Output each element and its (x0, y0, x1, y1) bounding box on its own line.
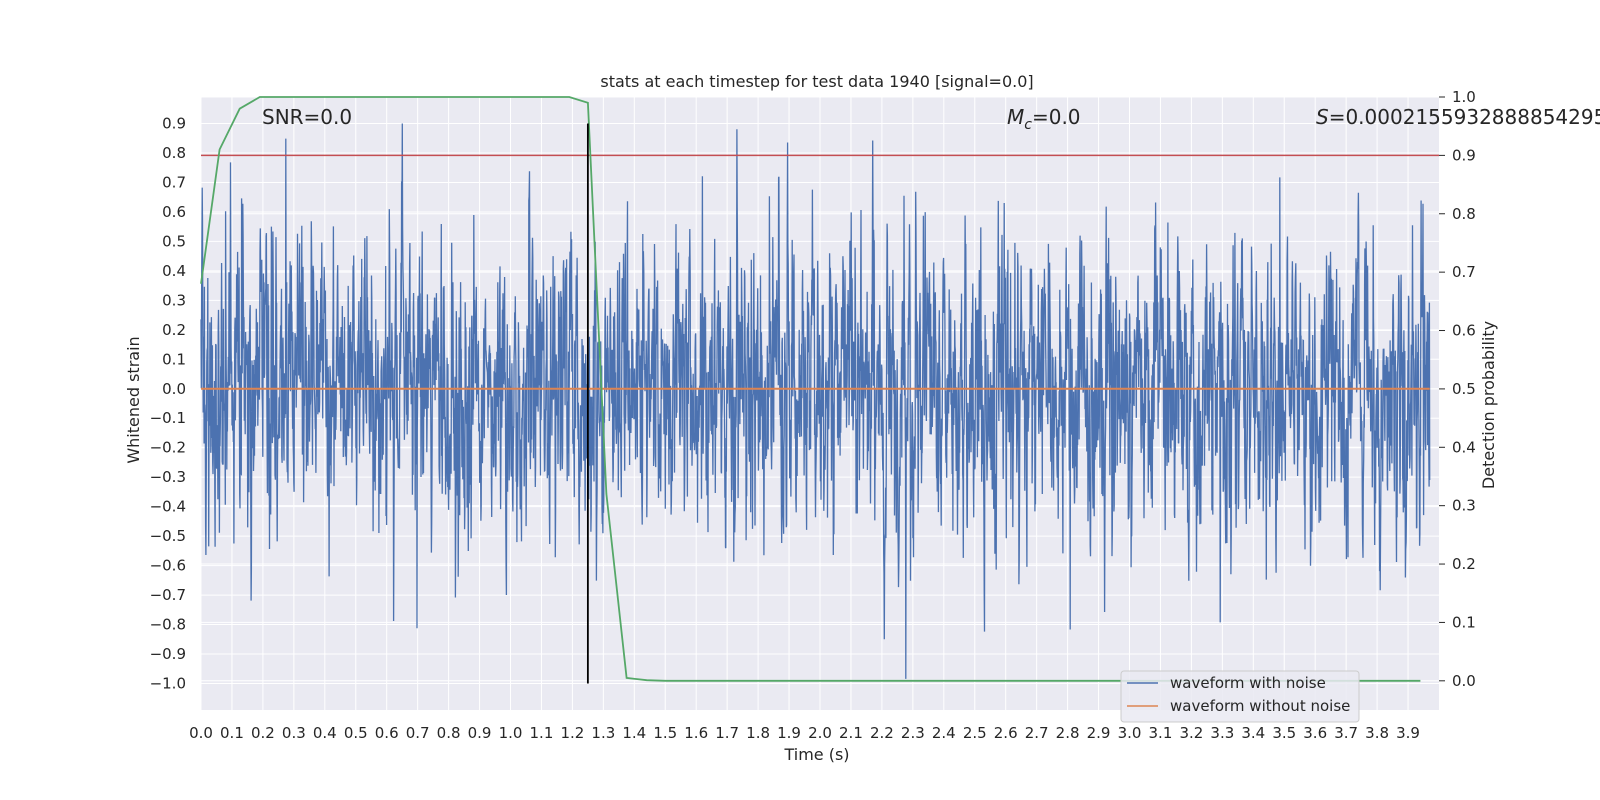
detection-probability-line (200, 96, 1421, 682)
y-tick-label: −0.2 (150, 439, 186, 457)
x-tick-label: 0.6 (375, 724, 399, 742)
y-tick-label: −1.0 (150, 674, 186, 692)
x-tick-label: 1.3 (591, 724, 615, 742)
y-tick-label: 0.5 (162, 232, 186, 250)
y-right-tick-label: 0.8 (1452, 205, 1476, 223)
x-tick-label: 1.7 (715, 724, 739, 742)
y-right-tick-label: 0.3 (1452, 497, 1476, 515)
x-tick-label: 0.1 (220, 724, 244, 742)
s-symbol: S (1316, 105, 1329, 129)
snr-statistic-annotation: S=0.0002155932888854295 (1316, 105, 1600, 129)
series-layer (200, 96, 1439, 684)
y-right-tick-label: 0.4 (1452, 438, 1476, 456)
y-tick-label: 0.6 (162, 203, 186, 221)
x-tick-label: 0.7 (406, 724, 430, 742)
chirp-mass-value: =0.0 (1032, 105, 1081, 129)
y-tick-label: 0.2 (162, 321, 186, 339)
y-tick-label: 0.1 (162, 350, 186, 368)
x-tick-label: 1.9 (777, 724, 801, 742)
x-tick-label: 0.5 (344, 724, 368, 742)
x-tick-label: 1.8 (746, 724, 770, 742)
x-tick-label: 2.5 (963, 724, 987, 742)
y-tick-label: 0.9 (162, 115, 186, 133)
x-tick-label: 3.8 (1365, 724, 1389, 742)
y-right-tick-label: 0.6 (1452, 322, 1476, 340)
x-tick-label: 1.4 (622, 724, 646, 742)
y-tick-label: −0.4 (150, 498, 186, 516)
x-tick-label: 0.9 (468, 724, 492, 742)
legend-box (1120, 670, 1360, 723)
x-tick-label: 3.2 (1179, 724, 1203, 742)
y-right-tick-label: 0.1 (1452, 613, 1476, 631)
chirp-mass-annotation: Mc=0.0 (1007, 105, 1081, 133)
x-tick-label: 3.9 (1396, 724, 1420, 742)
y-tick-label: −0.7 (150, 586, 186, 604)
x-tick-label: 2.1 (839, 724, 863, 742)
x-tick-label: 1.0 (499, 724, 523, 742)
s-value: =0.0002155932888854295 (1329, 105, 1600, 129)
series-waveform-with-noise (200, 123, 1431, 679)
x-tick-label: 2.4 (932, 724, 956, 742)
y-right-tick-label: 0.9 (1452, 146, 1476, 164)
y-axis-right-label: Detection probability (1479, 321, 1498, 489)
chirp-mass-symbol: M (1007, 105, 1024, 129)
legend: waveform with noise waveform without noi… (1120, 670, 1360, 723)
chart-title: stats at each timestep for test data 194… (600, 72, 1033, 91)
x-tick-label: 0.4 (313, 724, 337, 742)
y-tick-label: 0.8 (162, 144, 186, 162)
y-right-tick-label: 0.0 (1452, 672, 1476, 690)
x-tick-label: 2.9 (1087, 724, 1111, 742)
y-axis-label: Whitened strain (124, 336, 143, 463)
x-tick-label: 3.7 (1334, 724, 1358, 742)
y-tick-label: −0.8 (150, 616, 186, 634)
x-tick-label: 2.3 (901, 724, 925, 742)
legend-label-noise: waveform with noise (1170, 674, 1326, 692)
y-tick-label: −0.3 (150, 468, 186, 486)
y-right-tick-label: 0.2 (1452, 555, 1476, 573)
x-tick-label: 0.8 (437, 724, 461, 742)
y-tick-label: −0.5 (150, 527, 186, 545)
y-tick-label: 0.3 (162, 291, 186, 309)
y-right-tick-label: 0.5 (1452, 380, 1476, 398)
y-tick-label: −0.1 (150, 409, 186, 427)
x-tick-label: 2.6 (994, 724, 1018, 742)
x-axis-label: Time (s) (783, 745, 849, 764)
y-right-tick-label: 1.0 (1452, 88, 1476, 106)
ticks: 0.0 0.1 0.2 0.3 0.4 0.5 0.6 0.7 0.8 0.9 1.0 1.1 1.2 1… (150, 88, 1476, 742)
y-tick-label: 0.4 (162, 262, 186, 280)
grid (200, 96, 1439, 710)
y-right-tick-label: 0.7 (1452, 263, 1476, 281)
x-tick-label: 0.2 (251, 724, 275, 742)
waveform-with-noise-line (200, 123, 1431, 679)
x-tick-label: 0.3 (282, 724, 306, 742)
chirp-mass-subscript: c (1024, 117, 1032, 133)
x-tick-label: 1.1 (530, 724, 554, 742)
x-tick-label: 2.2 (870, 724, 894, 742)
x-tick-label: 1.6 (684, 724, 708, 742)
x-tick-label: 3.4 (1241, 724, 1265, 742)
x-tick-label: 3.3 (1210, 724, 1234, 742)
x-tick-label: 3.0 (1118, 724, 1142, 742)
x-tick-label: 3.5 (1272, 724, 1296, 742)
y-tick-label: −0.6 (150, 557, 186, 575)
y-tick-label: 0.0 (162, 380, 186, 398)
x-tick-label: 1.5 (653, 724, 677, 742)
x-tick-label: 3.6 (1303, 724, 1327, 742)
x-tick-label: 0.0 (189, 724, 213, 742)
legend-label-clean: waveform without noise (1170, 697, 1350, 715)
x-tick-label: 3.1 (1149, 724, 1173, 742)
snr-annotation: SNR=0.0 (262, 105, 352, 129)
x-tick-label: 2.0 (808, 724, 832, 742)
x-tick-label: 2.7 (1025, 724, 1049, 742)
y-tick-label: 0.7 (162, 173, 186, 191)
x-tick-label: 2.8 (1056, 724, 1080, 742)
y-tick-label: −0.9 (150, 645, 186, 663)
x-tick-label: 1.2 (560, 724, 584, 742)
